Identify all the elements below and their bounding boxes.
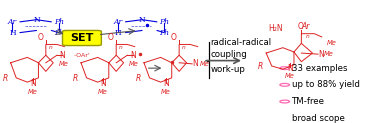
Text: O: O (170, 33, 177, 43)
Text: Me: Me (200, 61, 209, 67)
Text: N: N (163, 79, 169, 88)
Text: Ar: Ar (113, 18, 122, 26)
Text: N: N (139, 16, 146, 24)
Text: Ph: Ph (54, 29, 64, 37)
Text: Me: Me (324, 51, 333, 57)
Text: N: N (60, 51, 65, 60)
Text: n: n (182, 45, 186, 50)
Text: radical-radical
coupling: radical-radical coupling (211, 38, 272, 59)
Text: TM-free: TM-free (292, 97, 325, 106)
Text: SET: SET (70, 33, 94, 43)
Text: N: N (100, 79, 106, 88)
Text: broad scope: broad scope (292, 114, 345, 123)
FancyBboxPatch shape (62, 31, 101, 46)
Text: Ph: Ph (160, 29, 169, 37)
Text: N: N (33, 16, 40, 24)
Text: 33 examples: 33 examples (292, 64, 348, 73)
Text: N: N (130, 51, 136, 60)
Text: Me: Me (28, 89, 38, 95)
Text: H: H (115, 29, 121, 37)
Text: Me: Me (98, 89, 108, 95)
Text: n: n (49, 45, 53, 50)
Text: N: N (192, 59, 198, 68)
Text: Me: Me (59, 61, 69, 67)
Text: Ar: Ar (8, 18, 17, 26)
Text: O: O (108, 33, 113, 43)
Text: O: O (37, 33, 43, 43)
Text: n: n (306, 34, 310, 39)
Text: Me: Me (285, 73, 295, 79)
Text: Ar: Ar (301, 22, 310, 31)
Text: Me: Me (129, 61, 139, 67)
Text: –OAr': –OAr' (74, 53, 90, 58)
Text: n: n (119, 45, 123, 50)
Text: Ph: Ph (160, 18, 169, 26)
Text: Me: Me (161, 89, 171, 95)
Text: N: N (30, 79, 36, 88)
Text: Ph: Ph (54, 18, 64, 26)
Text: H₂N: H₂N (268, 24, 283, 33)
Text: H: H (9, 29, 16, 37)
Text: R: R (3, 74, 8, 83)
Text: Me: Me (327, 40, 337, 46)
Text: R: R (258, 62, 263, 71)
Text: N: N (318, 50, 324, 59)
Text: work-up: work-up (211, 65, 245, 74)
Text: O: O (298, 22, 304, 31)
Text: R: R (136, 74, 141, 83)
Text: up to 88% yield: up to 88% yield (292, 80, 360, 89)
Text: R: R (73, 74, 78, 83)
Text: N: N (287, 64, 293, 73)
